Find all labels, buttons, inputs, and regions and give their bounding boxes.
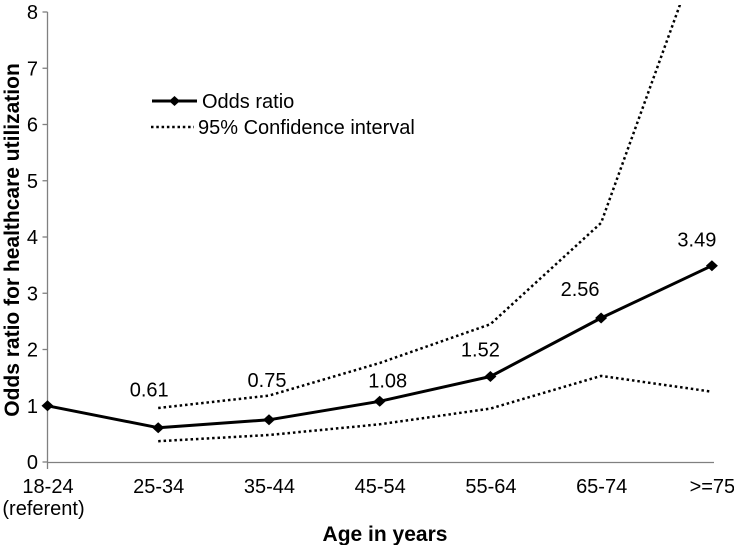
axes-layer: 0 1 2 3 4 5 6 7 8 18-24 25-34 35-44 45-54 55-64 65-74 >…	[2, 2, 734, 520]
x-tick-label: >=75	[690, 476, 734, 498]
x-tick-label: 35-44	[244, 476, 295, 498]
legend-odds-ratio-label: Odds ratio	[202, 91, 294, 113]
data-label: 0.61	[130, 380, 169, 402]
legend-confidence-interval-label: 95% Confidence interval	[198, 117, 415, 139]
data-label: 0.75	[248, 370, 287, 392]
data-label: 1.52	[461, 340, 500, 362]
odds-ratio-marker	[705, 260, 718, 272]
odds-ratio-marker	[484, 371, 497, 382]
x-tick-label: 65-74	[576, 476, 627, 498]
data-labels-layer: 0.61 0.75 1.08 1.52 2.56 3.49	[130, 230, 717, 402]
odds-ratio-marker	[41, 400, 54, 412]
legend-odds-ratio-marker-icon	[169, 96, 180, 106]
ci-upper-line	[158, 5, 682, 410]
odds-ratio-marker	[152, 422, 165, 434]
odds-ratio-marker	[373, 395, 386, 407]
y-tick-label: 0	[27, 452, 38, 474]
y-tick-label: 7	[27, 58, 38, 80]
odds-ratio-marker	[595, 312, 608, 324]
x-tick-label: 25-34	[133, 476, 184, 498]
y-tick-label: 6	[27, 115, 38, 137]
x-tick-label-referent-note: (referent)	[2, 498, 84, 520]
y-axis-title: Odds ratio for healthcare utilization	[1, 63, 24, 417]
data-label: 1.08	[368, 370, 407, 392]
y-tick-label: 8	[27, 2, 38, 24]
y-tick-label: 3	[27, 283, 38, 305]
y-tick-label: 4	[27, 227, 38, 249]
odds-ratio-marker	[263, 414, 275, 426]
x-tick-label: 55-64	[465, 476, 516, 498]
data-label: 3.49	[677, 230, 716, 252]
y-tick-label: 1	[27, 396, 38, 418]
ci-lower-line	[158, 374, 713, 443]
data-label: 2.56	[561, 279, 600, 301]
legend: Odds ratio 95% Confidence interval	[151, 91, 415, 139]
y-tick-label: 5	[27, 171, 38, 193]
x-axis-title: Age in years	[323, 523, 448, 545]
x-tick-label: 18-24	[22, 476, 73, 498]
series-layer	[41, 5, 718, 443]
y-tick-label: 2	[27, 340, 38, 362]
x-tick-label: 45-54	[355, 476, 406, 498]
